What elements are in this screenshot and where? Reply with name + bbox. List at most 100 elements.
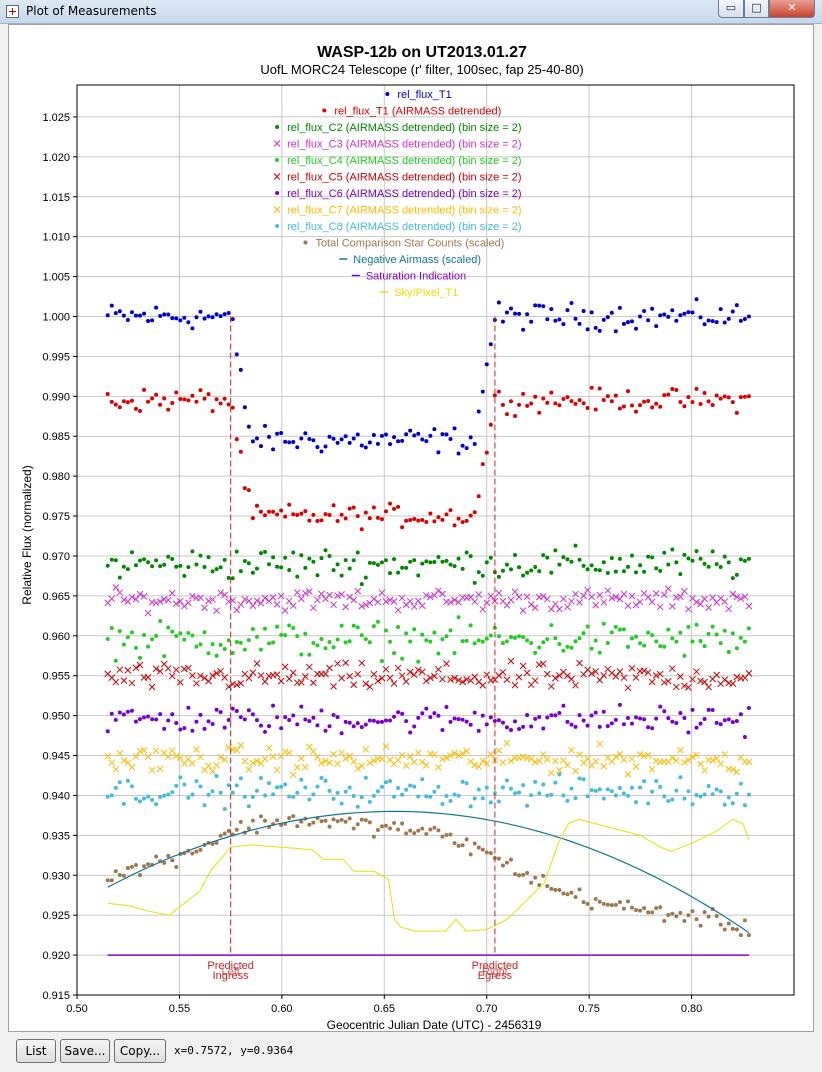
- data-point: [734, 572, 739, 577]
- data-point: [737, 595, 745, 603]
- data-point: [400, 656, 405, 661]
- data-point: [112, 584, 120, 591]
- data-point: [214, 774, 219, 779]
- data-point: [154, 392, 159, 397]
- data-point: [254, 830, 259, 835]
- data-point: [375, 619, 380, 624]
- data-point: [690, 707, 695, 712]
- data-point: [726, 795, 731, 800]
- data-point: [629, 721, 634, 726]
- data-point: [460, 520, 465, 525]
- close-button[interactable]: ✕: [769, 0, 815, 18]
- data-point: [552, 757, 559, 765]
- data-point: [658, 404, 663, 409]
- y-tick-label: 0.950: [42, 711, 70, 723]
- data-point: [327, 724, 332, 729]
- data-point: [285, 597, 293, 605]
- data-point: [408, 639, 413, 644]
- data-point: [718, 307, 723, 312]
- data-point: [222, 312, 227, 317]
- data-point: [568, 746, 575, 754]
- data-point: [509, 786, 514, 791]
- plot-panel[interactable]: Predicted Left Ingress Predicted Right Egress…: [8, 24, 814, 1032]
- data-point: [745, 602, 753, 610]
- data-point: [722, 394, 727, 399]
- data-point: [254, 788, 259, 793]
- data-point: [295, 722, 300, 727]
- data-point: [137, 717, 142, 722]
- data-point: [693, 751, 700, 759]
- data-point: [488, 715, 493, 720]
- minimize-button[interactable]: ▭: [718, 0, 744, 18]
- data-point: [734, 791, 739, 796]
- data-point: [358, 659, 366, 667]
- data-point: [507, 596, 515, 604]
- data-point: [561, 555, 566, 560]
- data-point: [564, 761, 571, 769]
- data-point: [121, 564, 126, 569]
- data-point: [589, 563, 594, 568]
- bottom-toolbar: List Save... Copy... x=0.7572, y=0.9364: [0, 1032, 822, 1072]
- data-point: [416, 659, 421, 664]
- data-point: [553, 401, 558, 406]
- data-point: [120, 677, 128, 684]
- data-point: [557, 642, 562, 647]
- data-point: [253, 757, 261, 765]
- data-point: [299, 819, 304, 824]
- data-point: [323, 778, 328, 783]
- data-point: [146, 644, 151, 649]
- data-point: [234, 640, 239, 645]
- data-point: [709, 757, 716, 764]
- data-point: [616, 595, 624, 603]
- data-point: [416, 518, 421, 523]
- data-point: [451, 674, 458, 682]
- data-point: [396, 827, 401, 832]
- save-button[interactable]: Save...: [60, 1039, 110, 1063]
- data-point: [263, 729, 268, 734]
- copy-button[interactable]: Copy...: [114, 1039, 166, 1063]
- data-point: [105, 313, 110, 318]
- window-titlebar[interactable]: Plot of Measurements ▭ □ ✕: [0, 0, 822, 24]
- data-point: [509, 728, 514, 733]
- data-point: [451, 749, 458, 757]
- data-point: [565, 892, 570, 897]
- x-tick-label: 0.65: [374, 1003, 395, 1015]
- data-point: [541, 304, 546, 309]
- data-point: [609, 721, 614, 726]
- data-point: [666, 562, 671, 567]
- data-point: [299, 777, 304, 782]
- data-point: [424, 638, 429, 643]
- data-point: [310, 748, 317, 755]
- data-point: [479, 682, 487, 689]
- data-point: [617, 627, 622, 632]
- data-point: [238, 819, 243, 824]
- data-point: [172, 600, 180, 608]
- data-point: [295, 445, 300, 450]
- data-point: [734, 410, 739, 415]
- data-point: [625, 793, 630, 798]
- data-point: [496, 389, 501, 394]
- data-point: [275, 564, 280, 569]
- list-button[interactable]: List: [16, 1039, 56, 1063]
- measurements-plot[interactable]: PredictedLeftIngressPredictedRightEgress…: [9, 25, 815, 1033]
- data-point: [642, 717, 647, 722]
- data-point: [472, 796, 477, 801]
- data-point: [166, 312, 171, 317]
- data-point: [672, 594, 680, 601]
- data-point: [592, 601, 600, 609]
- data-point: [303, 785, 308, 790]
- data-point: [500, 319, 505, 324]
- data-point: [471, 673, 479, 681]
- data-point: [218, 642, 223, 647]
- data-point: [714, 632, 719, 637]
- data-point: [553, 636, 558, 641]
- data-point: [573, 316, 578, 321]
- maximize-button[interactable]: □: [744, 0, 769, 18]
- data-point: [605, 787, 610, 792]
- data-point: [686, 624, 691, 629]
- data-point: [382, 665, 390, 673]
- data-point: [404, 831, 409, 836]
- data-point: [242, 647, 247, 652]
- data-point: [456, 451, 461, 456]
- data-point: [581, 563, 586, 568]
